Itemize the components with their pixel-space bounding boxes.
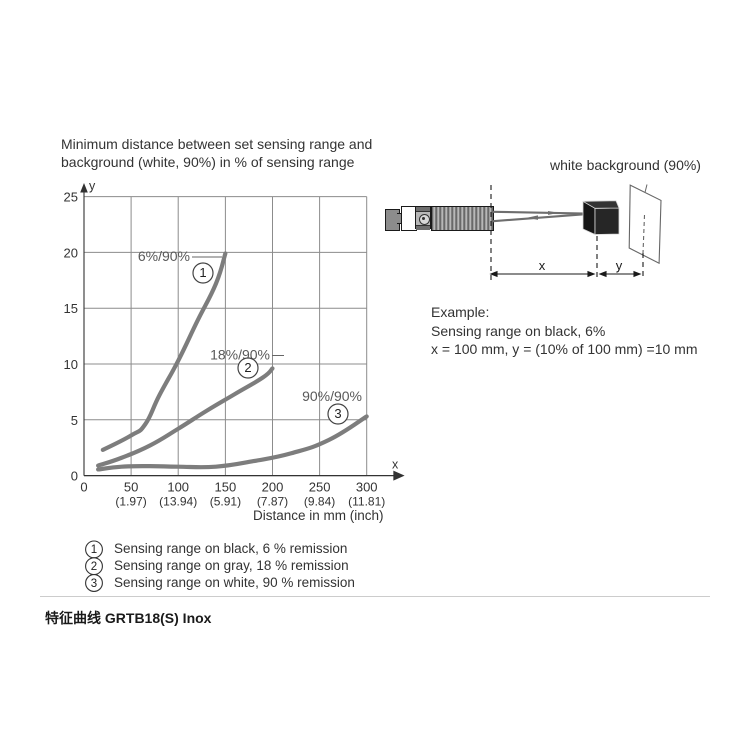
svg-text:(9.84): (9.84) (304, 495, 335, 509)
svg-text:(7.87): (7.87) (257, 495, 288, 509)
svg-text:Sensing range on white, 90 % r: Sensing range on white, 90 % remission (114, 575, 355, 590)
svg-text:250: 250 (309, 480, 331, 495)
svg-text:5: 5 (71, 413, 78, 428)
svg-text:2: 2 (244, 360, 251, 375)
svg-text:6%/90%: 6%/90% (138, 248, 190, 264)
svg-text:90%/90%: 90%/90% (302, 388, 362, 404)
svg-text:(11.81): (11.81) (348, 495, 385, 509)
svg-text:150: 150 (215, 480, 237, 495)
svg-text:3: 3 (334, 406, 341, 421)
svg-text:(13.94): (13.94) (159, 495, 197, 509)
svg-text:25: 25 (64, 190, 78, 205)
svg-text:x: x (392, 458, 399, 472)
svg-text:100: 100 (167, 480, 189, 495)
svg-text:200: 200 (262, 480, 284, 495)
svg-text:10: 10 (64, 357, 78, 372)
svg-text:Sensing range on black, 6 % re: Sensing range on black, 6 % remission (114, 541, 347, 556)
svg-text:2: 2 (91, 561, 97, 573)
svg-text:0: 0 (80, 480, 87, 495)
svg-text:20: 20 (64, 245, 78, 260)
svg-text:18%/90%: 18%/90% (210, 347, 270, 363)
svg-text:1: 1 (199, 265, 206, 280)
svg-text:1: 1 (91, 544, 97, 556)
svg-text:(1.97): (1.97) (115, 495, 146, 509)
svg-text:x: x (539, 258, 546, 273)
svg-text:(5.91): (5.91) (210, 495, 241, 509)
svg-text:300: 300 (356, 480, 378, 495)
svg-text:y: y (89, 179, 96, 193)
svg-text:15: 15 (64, 301, 78, 316)
svg-text:50: 50 (124, 480, 138, 495)
svg-text:0: 0 (71, 469, 78, 484)
svg-text:Sensing range on gray, 18 % re: Sensing range on gray, 18 % remission (114, 558, 349, 573)
svg-text:3: 3 (91, 578, 97, 590)
svg-text:y: y (616, 258, 623, 273)
